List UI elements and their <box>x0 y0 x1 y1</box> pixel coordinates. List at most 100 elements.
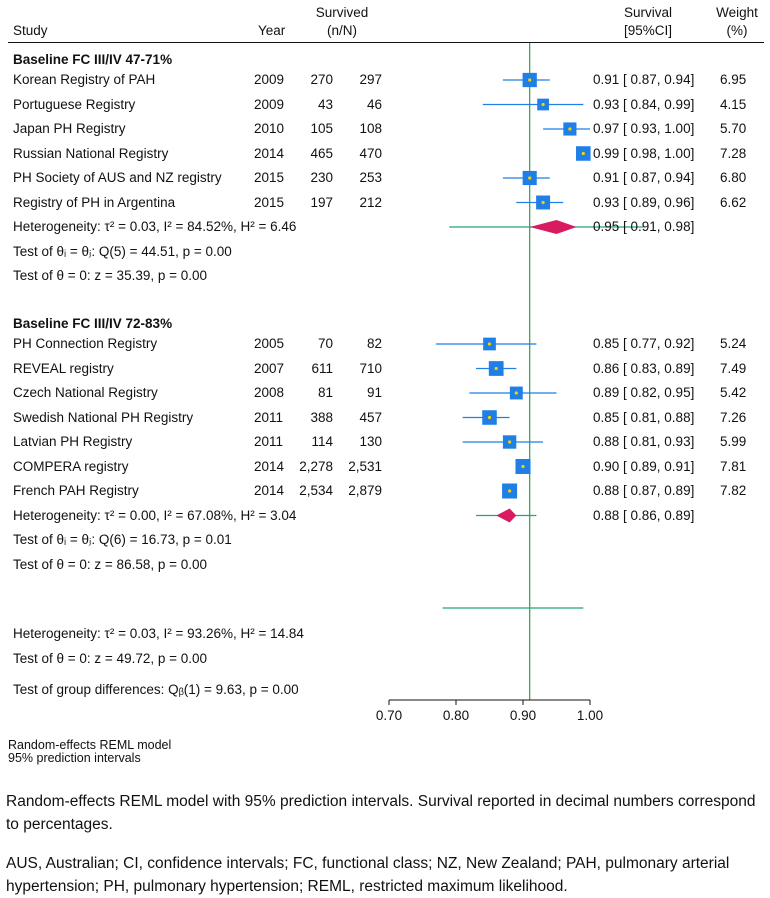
study-year: 2007 <box>254 360 285 376</box>
study-weight: 7.49 <box>720 360 747 376</box>
study-weight: 5.70 <box>720 121 747 136</box>
study-name: COMPERA registry <box>13 458 129 474</box>
study-estimate-ci: 0.97 [ 0.93, 1.00] <box>593 121 695 136</box>
study-estimate-ci: 0.93 [ 0.89, 0.96] <box>593 194 695 210</box>
study-year: 2014 <box>254 483 285 498</box>
study-year: 2011 <box>254 434 284 449</box>
abbreviations-footnote: AUS, Australian; CI, confidence interval… <box>6 855 730 895</box>
study-year: 2014 <box>254 458 285 474</box>
study-survived: 2,278 <box>299 458 333 474</box>
test-group-differences: Test of group differences: Qᵦ(1) = 9.63,… <box>13 682 299 697</box>
x-tick-label: 0.90 <box>509 708 537 723</box>
study-total: 457 <box>359 409 382 425</box>
study-year: 2014 <box>254 145 285 161</box>
figure-caption: Random-effects REML model with 95% predi… <box>6 793 756 833</box>
study-weight: 6.95 <box>720 72 747 87</box>
pooled-diamond <box>529 220 577 234</box>
study-weight: 5.99 <box>720 434 747 449</box>
study-weight: 5.42 <box>720 385 747 400</box>
study-survived: 43 <box>317 96 333 112</box>
study-point <box>508 489 512 493</box>
pooled-estimate-ci: 0.95 [ 0.91, 0.98] <box>593 219 695 234</box>
group-test-zero: Test of θ = 0: z = 86.58, p = 0.00 <box>13 556 208 572</box>
model-note-line1: Random-effects REML model <box>8 738 172 752</box>
study-point <box>514 391 518 395</box>
study-year: 2009 <box>254 96 285 112</box>
study-survived: 270 <box>310 72 333 87</box>
study-estimate-ci: 0.91 [ 0.87, 0.94] <box>593 170 695 185</box>
group-heterogeneity: Heterogeneity: τ² = 0.03, I² = 84.52%, H… <box>13 219 297 234</box>
study-point <box>541 102 545 107</box>
study-weight: 4.15 <box>720 96 747 112</box>
study-total: 212 <box>359 194 382 210</box>
x-tick-label: 0.70 <box>375 708 403 723</box>
study-name: Latvian PH Registry <box>13 434 133 449</box>
study-estimate-ci: 0.99 [ 0.98, 1.00] <box>593 145 695 161</box>
study-total: 297 <box>359 72 382 87</box>
group-test-zero: Test of θ = 0: z = 35.39, p = 0.00 <box>13 268 208 283</box>
study-total: 82 <box>366 336 382 351</box>
study-name: Registry of PH in Argentina <box>13 194 176 210</box>
study-year: 2005 <box>254 336 285 351</box>
study-year: 2015 <box>254 170 285 185</box>
study-survived: 465 <box>310 145 333 161</box>
pooled-estimate-ci: 0.88 [ 0.86, 0.89] <box>593 507 695 523</box>
header-survived: Survived <box>315 5 369 20</box>
study-estimate-ci: 0.90 [ 0.89, 0.91] <box>593 458 695 474</box>
model-note-line2: 95% prediction intervals <box>8 751 141 765</box>
study-weight: 6.80 <box>720 170 747 185</box>
study-year: 2009 <box>254 72 285 87</box>
study-estimate-ci: 0.89 [ 0.82, 0.95] <box>593 385 695 400</box>
study-survived: 70 <box>317 336 333 351</box>
study-name: REVEAL registry <box>13 360 114 376</box>
study-name: Russian National Registry <box>13 145 169 161</box>
study-survived: 2,534 <box>299 483 333 498</box>
study-name: Swedish National PH Registry <box>13 409 194 425</box>
group-heterogeneity: Heterogeneity: τ² = 0.00, I² = 67.08%, H… <box>13 507 297 523</box>
study-point <box>494 366 498 371</box>
header-weight-pct: (%) <box>726 23 748 38</box>
study-year: 2008 <box>254 385 285 400</box>
group-title: Baseline FC III/IV 72-83% <box>13 316 173 331</box>
forest-plot <box>8 42 764 705</box>
x-tick-label: 0.80 <box>442 708 470 723</box>
study-estimate-ci: 0.88 [ 0.81, 0.93] <box>593 434 695 449</box>
study-estimate-ci: 0.85 [ 0.81, 0.88] <box>593 409 695 425</box>
study-weight: 5.24 <box>720 336 747 351</box>
study-point <box>528 176 532 180</box>
study-name: PH Connection Registry <box>13 336 158 351</box>
header-survived-nN: (n/N) <box>327 23 357 38</box>
group-test-equality: Test of θᵢ = θⱼ: Q(6) = 16.73, p = 0.01 <box>13 532 232 547</box>
study-year: 2015 <box>254 194 285 210</box>
study-total: 46 <box>366 96 382 112</box>
study-survived: 197 <box>310 194 333 210</box>
group-test-equality: Test of θᵢ = θⱼ: Q(5) = 44.51, p = 0.00 <box>13 243 232 259</box>
study-weight: 7.82 <box>720 483 747 498</box>
study-weight: 7.26 <box>720 409 747 425</box>
x-tick-label: 1.00 <box>576 708 604 723</box>
overall-heterogeneity: Heterogeneity: τ² = 0.03, I² = 93.26%, H… <box>13 626 304 641</box>
study-point <box>528 78 532 82</box>
header-survival: Survival <box>623 5 672 20</box>
study-point <box>508 440 512 444</box>
study-point <box>521 464 525 469</box>
study-total: 470 <box>359 145 382 161</box>
study-weight: 7.28 <box>720 145 747 161</box>
header-study: Study <box>13 23 48 38</box>
study-estimate-ci: 0.88 [ 0.87, 0.89] <box>593 483 695 498</box>
study-name: French PAH Registry <box>13 483 139 498</box>
study-survived: 388 <box>310 409 333 425</box>
study-weight: 7.81 <box>720 458 747 474</box>
study-point <box>487 415 492 420</box>
study-point <box>487 342 492 346</box>
header-ci: [95%CI] <box>623 23 673 38</box>
study-year: 2010 <box>254 121 285 136</box>
study-name: Portuguese Registry <box>13 96 136 112</box>
study-name: PH Society of AUS and NZ registry <box>13 170 222 185</box>
study-survived: 230 <box>310 170 333 185</box>
study-estimate-ci: 0.93 [ 0.84, 0.99] <box>593 96 695 112</box>
study-estimate-ci: 0.85 [ 0.77, 0.92] <box>593 336 695 351</box>
study-estimate-ci: 0.91 [ 0.87, 0.94] <box>593 72 695 87</box>
study-name: Czech National Registry <box>13 385 158 400</box>
study-total: 2,531 <box>348 458 382 474</box>
